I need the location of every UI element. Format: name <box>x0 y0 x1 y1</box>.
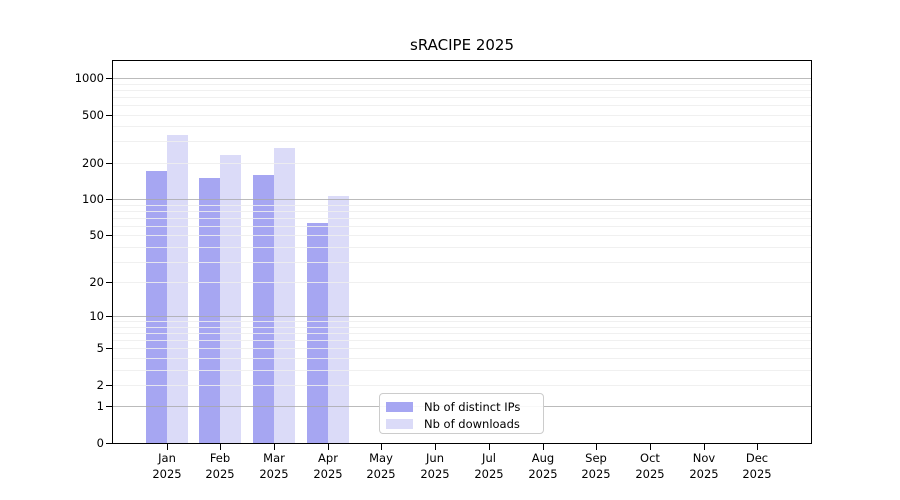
legend: Nb of distinct IPs Nb of downloads <box>379 393 544 434</box>
x-tick-dec <box>757 443 758 450</box>
y-tick-50 <box>106 235 113 236</box>
gridline-major-1000 <box>113 78 811 79</box>
legend-row-downloads: Nb of downloads <box>386 416 537 432</box>
bar-nb-of-distinct-ips-mar <box>253 174 275 443</box>
gridline-minor-80 <box>113 211 811 212</box>
y-tick-label-1000: 1000 <box>74 71 104 85</box>
y-tick-0 <box>106 443 113 444</box>
y-tick-10 <box>106 316 113 317</box>
y-tick-100 <box>106 199 113 200</box>
x-tick-label-feb: Feb 2025 <box>205 451 235 481</box>
x-tick-label-nov: Nov 2025 <box>689 451 719 481</box>
y-tick-label-2: 2 <box>96 378 104 392</box>
gridline-minor-500 <box>113 115 811 116</box>
y-tick-1000 <box>106 78 113 79</box>
x-tick-jun <box>435 443 436 450</box>
x-tick-may <box>381 443 382 450</box>
y-tick-20 <box>106 282 113 283</box>
y-tick-label-0: 0 <box>96 436 104 450</box>
x-tick-label-jul: Jul 2025 <box>474 451 504 481</box>
gridline-minor-30 <box>113 262 811 263</box>
x-tick-label-aug: Aug 2025 <box>528 451 558 481</box>
y-tick-label-50: 50 <box>89 228 104 242</box>
gridline-minor-300 <box>113 141 811 142</box>
gridline-minor-8 <box>113 327 811 328</box>
chart-title: sRACIPE 2025 <box>410 36 514 54</box>
x-tick-feb <box>220 443 221 450</box>
gridline-minor-20 <box>113 282 811 283</box>
x-tick-jan <box>167 443 168 450</box>
x-tick-jul <box>489 443 490 450</box>
x-tick-aug <box>543 443 544 450</box>
legend-swatch-downloads <box>386 419 413 429</box>
gridline-minor-800 <box>113 90 811 91</box>
x-tick-oct <box>650 443 651 450</box>
gridline-minor-5 <box>113 348 811 349</box>
x-tick-apr <box>328 443 329 450</box>
gridline-minor-60 <box>113 226 811 227</box>
legend-swatch-distinct-ips <box>386 402 413 412</box>
y-tick-5 <box>106 348 113 349</box>
gridline-minor-4 <box>113 358 811 359</box>
x-tick-label-oct: Oct 2025 <box>635 451 665 481</box>
y-tick-2 <box>106 385 113 386</box>
gridline-minor-400 <box>113 126 811 127</box>
x-tick-label-dec: Dec 2025 <box>742 451 772 481</box>
y-tick-label-500: 500 <box>82 108 104 122</box>
bar-nb-of-distinct-ips-feb <box>199 177 221 443</box>
gridline-minor-2 <box>113 385 811 386</box>
y-tick-200 <box>106 163 113 164</box>
gridline-minor-70 <box>113 218 811 219</box>
y-tick-1 <box>106 406 113 407</box>
y-tick-label-10: 10 <box>89 309 104 323</box>
x-tick-label-sep: Sep 2025 <box>581 451 611 481</box>
x-tick-label-jan: Jan 2025 <box>152 451 182 481</box>
bar-nb-of-downloads-jan <box>166 134 188 443</box>
gridline-minor-200 <box>113 163 811 164</box>
x-tick-label-apr: Apr 2025 <box>313 451 343 481</box>
bar-nb-of-downloads-apr <box>327 196 349 443</box>
gridline-minor-3 <box>113 370 811 371</box>
gridline-major-100 <box>113 199 811 200</box>
gridline-minor-40 <box>113 247 811 248</box>
plot-area <box>112 60 812 444</box>
x-tick-sep <box>596 443 597 450</box>
gridline-minor-7 <box>113 333 811 334</box>
x-tick-nov <box>704 443 705 450</box>
y-tick-label-1: 1 <box>96 399 104 413</box>
bar-nb-of-downloads-mar <box>274 148 296 443</box>
y-tick-label-200: 200 <box>82 156 104 170</box>
gridline-minor-6 <box>113 340 811 341</box>
x-tick-label-jun: Jun 2025 <box>420 451 450 481</box>
y-tick-500 <box>106 115 113 116</box>
x-tick-label-mar: Mar 2025 <box>259 451 289 481</box>
y-tick-label-5: 5 <box>96 341 104 355</box>
gridline-major-10 <box>113 316 811 317</box>
y-tick-label-20: 20 <box>89 275 104 289</box>
legend-row-distinct-ips: Nb of distinct IPs <box>386 399 537 415</box>
gridline-minor-700 <box>113 97 811 98</box>
gridline-minor-50 <box>113 235 811 236</box>
gridline-minor-9 <box>113 321 811 322</box>
bar-nb-of-downloads-feb <box>220 155 242 443</box>
legend-label-distinct-ips: Nb of distinct IPs <box>424 400 521 414</box>
x-tick-label-may: May 2025 <box>366 451 396 481</box>
y-tick-label-100: 100 <box>82 192 104 206</box>
gridline-minor-90 <box>113 205 811 206</box>
legend-label-downloads: Nb of downloads <box>424 417 520 431</box>
gridline-minor-600 <box>113 105 811 106</box>
x-tick-mar <box>274 443 275 450</box>
gridline-minor-900 <box>113 84 811 85</box>
bar-nb-of-distinct-ips-jan <box>145 171 167 443</box>
